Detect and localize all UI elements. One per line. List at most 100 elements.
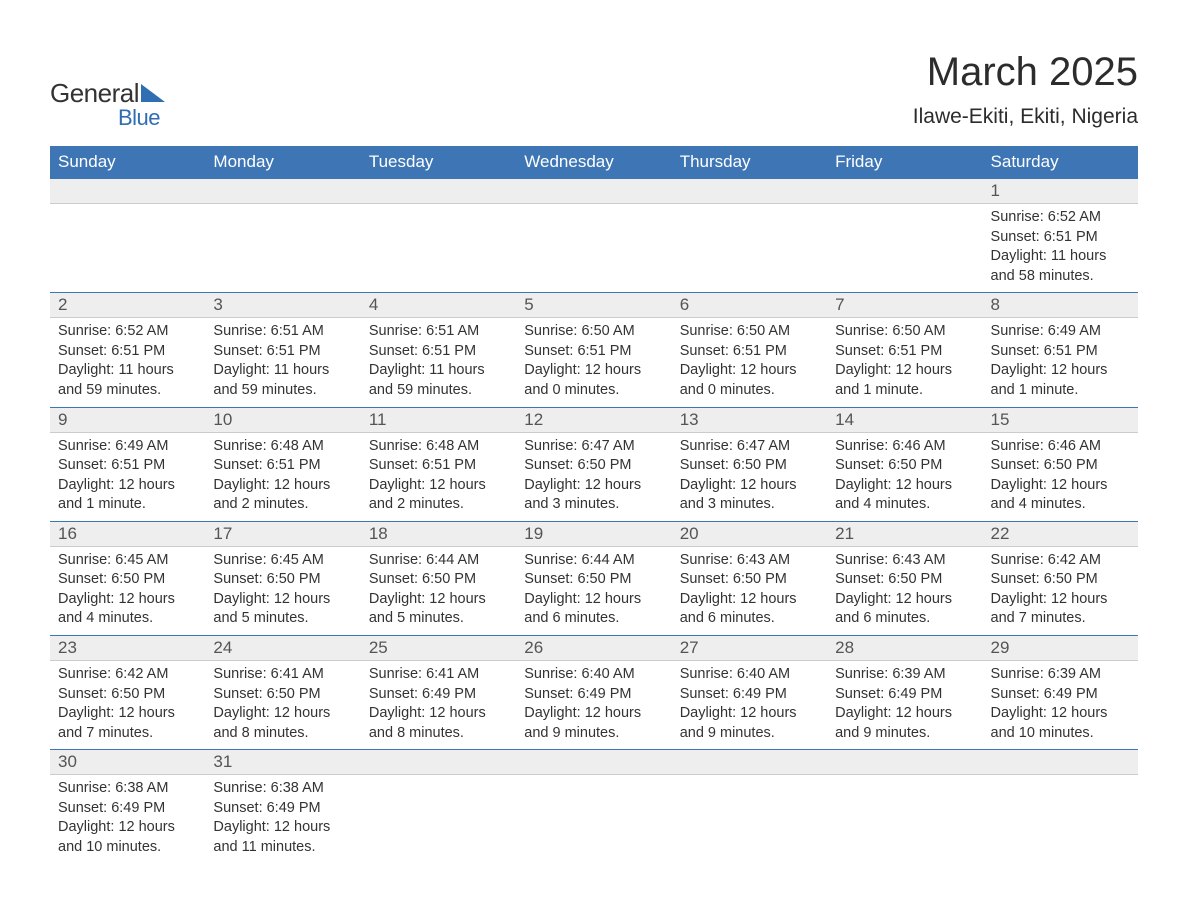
day-content-cell	[516, 204, 671, 293]
day-header-tuesday: Tuesday	[361, 146, 516, 179]
sunset-text: Sunset: 6:51 PM	[369, 456, 508, 476]
day-number-cell: 9	[50, 407, 205, 432]
day-number-cell	[50, 179, 205, 204]
day-header-wednesday: Wednesday	[516, 146, 671, 179]
daylight-text: Daylight: 12 hours and 3 minutes.	[524, 476, 663, 515]
day-content-cell: Sunrise: 6:40 AMSunset: 6:49 PMDaylight:…	[672, 661, 827, 750]
day-number-cell	[361, 750, 516, 775]
day-content-cell: Sunrise: 6:50 AMSunset: 6:51 PMDaylight:…	[672, 318, 827, 407]
week-content-row: Sunrise: 6:38 AMSunset: 6:49 PMDaylight:…	[50, 775, 1138, 864]
day-number-cell: 21	[827, 521, 982, 546]
day-number-cell: 29	[983, 636, 1138, 661]
daylight-text: Daylight: 11 hours and 59 minutes.	[213, 361, 352, 400]
day-content-cell: Sunrise: 6:39 AMSunset: 6:49 PMDaylight:…	[983, 661, 1138, 750]
day-content-cell	[827, 775, 982, 864]
day-header-thursday: Thursday	[672, 146, 827, 179]
daylight-text: Daylight: 11 hours and 59 minutes.	[58, 361, 197, 400]
week-number-row: 2345678	[50, 293, 1138, 318]
title-container: March 2025 Ilawe-Ekiti, Ekiti, Nigeria	[913, 50, 1138, 129]
sunset-text: Sunset: 6:51 PM	[58, 342, 197, 362]
sunset-text: Sunset: 6:50 PM	[524, 570, 663, 590]
day-content-cell	[672, 204, 827, 293]
sunset-text: Sunset: 6:49 PM	[991, 685, 1130, 705]
daylight-text: Daylight: 12 hours and 10 minutes.	[991, 704, 1130, 743]
day-header-monday: Monday	[205, 146, 360, 179]
sunset-text: Sunset: 6:50 PM	[991, 456, 1130, 476]
day-number-cell	[672, 179, 827, 204]
calendar-table: Sunday Monday Tuesday Wednesday Thursday…	[50, 146, 1138, 864]
sunset-text: Sunset: 6:50 PM	[58, 685, 197, 705]
logo-triangle-icon	[141, 84, 165, 102]
day-content-cell: Sunrise: 6:38 AMSunset: 6:49 PMDaylight:…	[50, 775, 205, 864]
sunset-text: Sunset: 6:49 PM	[369, 685, 508, 705]
day-number-cell: 26	[516, 636, 671, 661]
sunrise-text: Sunrise: 6:39 AM	[835, 665, 974, 685]
month-title: March 2025	[913, 50, 1138, 95]
day-number-cell	[516, 750, 671, 775]
day-content-cell: Sunrise: 6:46 AMSunset: 6:50 PMDaylight:…	[983, 432, 1138, 521]
day-content-cell: Sunrise: 6:41 AMSunset: 6:50 PMDaylight:…	[205, 661, 360, 750]
sunrise-text: Sunrise: 6:50 AM	[835, 322, 974, 342]
day-number-cell: 5	[516, 293, 671, 318]
day-header-friday: Friday	[827, 146, 982, 179]
sunset-text: Sunset: 6:50 PM	[680, 456, 819, 476]
daylight-text: Daylight: 12 hours and 9 minutes.	[680, 704, 819, 743]
day-content-cell: Sunrise: 6:47 AMSunset: 6:50 PMDaylight:…	[516, 432, 671, 521]
daylight-text: Daylight: 12 hours and 1 minute.	[835, 361, 974, 400]
day-content-cell	[361, 204, 516, 293]
day-number-cell: 11	[361, 407, 516, 432]
day-number-cell: 24	[205, 636, 360, 661]
daylight-text: Daylight: 12 hours and 6 minutes.	[524, 590, 663, 629]
daylight-text: Daylight: 12 hours and 9 minutes.	[524, 704, 663, 743]
week-number-row: 23242526272829	[50, 636, 1138, 661]
day-content-cell	[516, 775, 671, 864]
day-content-cell: Sunrise: 6:51 AMSunset: 6:51 PMDaylight:…	[361, 318, 516, 407]
daylight-text: Daylight: 12 hours and 7 minutes.	[991, 590, 1130, 629]
day-number-cell: 30	[50, 750, 205, 775]
day-content-cell: Sunrise: 6:41 AMSunset: 6:49 PMDaylight:…	[361, 661, 516, 750]
sunset-text: Sunset: 6:50 PM	[58, 570, 197, 590]
sunrise-text: Sunrise: 6:41 AM	[213, 665, 352, 685]
sunset-text: Sunset: 6:50 PM	[524, 456, 663, 476]
day-header-saturday: Saturday	[983, 146, 1138, 179]
sunset-text: Sunset: 6:50 PM	[991, 570, 1130, 590]
week-number-row: 3031	[50, 750, 1138, 775]
day-number-cell	[672, 750, 827, 775]
sunset-text: Sunset: 6:49 PM	[835, 685, 974, 705]
day-number-cell: 2	[50, 293, 205, 318]
sunset-text: Sunset: 6:51 PM	[835, 342, 974, 362]
day-number-cell	[983, 750, 1138, 775]
logo-text-blue: Blue	[118, 105, 165, 131]
sunset-text: Sunset: 6:51 PM	[991, 228, 1130, 248]
sunrise-text: Sunrise: 6:39 AM	[991, 665, 1130, 685]
day-content-cell	[983, 775, 1138, 864]
daylight-text: Daylight: 12 hours and 4 minutes.	[991, 476, 1130, 515]
day-number-cell: 12	[516, 407, 671, 432]
sunrise-text: Sunrise: 6:41 AM	[369, 665, 508, 685]
sunset-text: Sunset: 6:50 PM	[213, 570, 352, 590]
sunrise-text: Sunrise: 6:47 AM	[680, 437, 819, 457]
sunrise-text: Sunrise: 6:44 AM	[524, 551, 663, 571]
week-content-row: Sunrise: 6:52 AMSunset: 6:51 PMDaylight:…	[50, 204, 1138, 293]
day-number-cell: 23	[50, 636, 205, 661]
day-content-cell: Sunrise: 6:45 AMSunset: 6:50 PMDaylight:…	[50, 546, 205, 635]
sunrise-text: Sunrise: 6:45 AM	[58, 551, 197, 571]
day-content-cell: Sunrise: 6:48 AMSunset: 6:51 PMDaylight:…	[205, 432, 360, 521]
sunrise-text: Sunrise: 6:51 AM	[213, 322, 352, 342]
sunset-text: Sunset: 6:51 PM	[991, 342, 1130, 362]
week-content-row: Sunrise: 6:52 AMSunset: 6:51 PMDaylight:…	[50, 318, 1138, 407]
sunset-text: Sunset: 6:49 PM	[524, 685, 663, 705]
sunrise-text: Sunrise: 6:49 AM	[58, 437, 197, 457]
sunrise-text: Sunrise: 6:52 AM	[58, 322, 197, 342]
day-number-cell: 20	[672, 521, 827, 546]
day-number-cell: 15	[983, 407, 1138, 432]
day-content-cell: Sunrise: 6:50 AMSunset: 6:51 PMDaylight:…	[516, 318, 671, 407]
day-number-cell: 19	[516, 521, 671, 546]
daylight-text: Daylight: 12 hours and 4 minutes.	[835, 476, 974, 515]
sunrise-text: Sunrise: 6:40 AM	[680, 665, 819, 685]
sunset-text: Sunset: 6:50 PM	[213, 685, 352, 705]
sunrise-text: Sunrise: 6:38 AM	[58, 779, 197, 799]
day-number-cell: 16	[50, 521, 205, 546]
day-number-cell: 22	[983, 521, 1138, 546]
day-header-sunday: Sunday	[50, 146, 205, 179]
